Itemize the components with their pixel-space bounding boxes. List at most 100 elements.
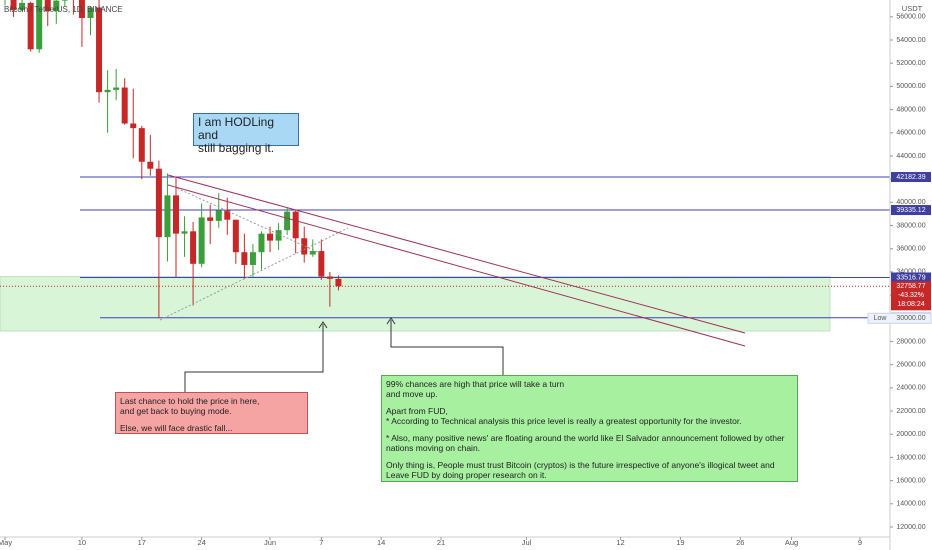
channel-line	[169, 184, 321, 254]
x-tick-label: 12	[616, 538, 624, 547]
note-text: Only thing is, People must trust Bitcoin…	[386, 460, 775, 480]
price-tag-label: 33516.79	[896, 274, 925, 281]
y-tick-label: 14000.00	[896, 501, 925, 508]
x-tick-label: 19	[676, 538, 684, 547]
last-price-tag	[891, 281, 931, 311]
trend-line	[167, 184, 746, 347]
candle-body	[96, 7, 103, 93]
last-price-label: 32758.77	[896, 283, 925, 290]
candle-body	[335, 278, 342, 287]
y-tick-label: 20000.00	[896, 431, 925, 438]
candle-body	[130, 123, 137, 129]
price-tag-label: 42182.39	[896, 174, 925, 181]
candle-body	[284, 211, 291, 231]
arrow-head	[318, 321, 328, 329]
candle-body	[155, 168, 162, 238]
x-tick-label: 24	[197, 538, 205, 547]
candle-body	[198, 217, 205, 264]
price-tag-label: 39335.12	[896, 207, 925, 214]
candle-body	[138, 128, 145, 162]
countdown-label: 18:08:24	[897, 301, 924, 308]
arrow-head	[386, 317, 396, 325]
note-text: * Also, many positive news' are floating…	[386, 433, 785, 453]
x-tick-label: Aug	[785, 538, 798, 547]
y-tick-label: 38000.00	[896, 222, 925, 229]
candle-body	[53, 0, 60, 12]
x-tick-label: 17	[138, 538, 146, 547]
y-tick-label: 18000.00	[896, 454, 925, 461]
candle-body	[258, 233, 265, 253]
warning-note: Last chance to hold the price in here, a…	[115, 392, 308, 434]
low-name: Low	[874, 315, 888, 322]
x-tick-label: 7	[319, 538, 323, 547]
note-text: Apart from FUD, * According to Technical…	[386, 406, 742, 426]
x-tick-label: 21	[437, 538, 445, 547]
y-tick-label: 44000.00	[896, 153, 925, 160]
y-tick-label: 36000.00	[896, 246, 925, 253]
price-tag	[891, 205, 931, 216]
y-tick-label: 12000.00	[896, 524, 925, 531]
channel-line	[159, 227, 349, 321]
hodl-note: I am HODLing and still bagging it.	[193, 113, 299, 155]
y-tick-label: 54000.00	[896, 37, 925, 44]
candle-body	[309, 251, 316, 255]
analysis-note: 99% chances are high that price will tak…	[381, 375, 798, 482]
candle-body	[164, 195, 171, 238]
x-tick-label: 9	[858, 538, 862, 547]
candle-body	[78, 0, 85, 18]
low-tag	[867, 312, 932, 324]
candle-body	[121, 87, 128, 124]
candle-body	[224, 210, 231, 220]
y-tick-label: 56000.00	[896, 14, 925, 21]
candle-body	[61, 0, 68, 1]
candle-body	[10, 0, 17, 10]
candle-body	[104, 89, 111, 93]
y-tick-label: 34000.00	[896, 269, 925, 276]
y-tick-label: 16000.00	[896, 477, 925, 484]
price-tag	[891, 172, 931, 183]
currency: USDT	[902, 4, 923, 13]
candle-body	[318, 251, 325, 277]
arrow	[184, 324, 324, 392]
candle-body	[147, 161, 154, 169]
y-tick-label: 48000.00	[896, 106, 925, 113]
y-tick-label: 24000.00	[896, 385, 925, 392]
y-tick-label: 50000.00	[896, 83, 925, 90]
candle-body	[44, 0, 51, 12]
candle-body	[19, 2, 26, 10]
y-tick-label: 52000.00	[896, 60, 925, 67]
note-text: Last chance to hold the price in here, a…	[120, 396, 260, 416]
y-tick-label: 46000.00	[896, 130, 925, 137]
candle-body	[207, 217, 214, 221]
support-zone	[0, 276, 831, 332]
candle-body	[27, 2, 34, 50]
candle-body	[326, 276, 333, 279]
candle-body	[301, 238, 308, 255]
arrow	[390, 320, 504, 375]
x-tick-label: May	[0, 538, 12, 547]
candle-body	[215, 210, 222, 221]
x-tick-label: 14	[377, 538, 385, 547]
low-value: 30000.00	[896, 315, 925, 322]
candle-body	[292, 211, 299, 239]
note-text: 99% chances are high that price will tak…	[386, 379, 565, 399]
candle-body	[87, 7, 94, 18]
price-tag	[891, 272, 931, 283]
x-tick-label: Jul	[522, 538, 532, 547]
y-tick-label: 40000.00	[896, 199, 925, 206]
x-tick-label: 10	[78, 538, 86, 547]
note-text: Else, we will face drastic fall...	[120, 423, 233, 433]
y-tick-label: 26000.00	[896, 362, 925, 369]
chart-title: Bitcoin / TetherUS, 1D, BINANCE	[4, 5, 123, 14]
candle-body	[267, 233, 274, 241]
candle-body	[190, 231, 197, 264]
candle-body	[275, 230, 282, 241]
candle-body	[172, 195, 179, 234]
candle-body	[181, 231, 188, 234]
candle-body	[36, 0, 43, 50]
trend-line	[167, 174, 746, 334]
x-tick-label: 26	[736, 538, 744, 547]
y-tick-label: 28000.00	[896, 338, 925, 345]
